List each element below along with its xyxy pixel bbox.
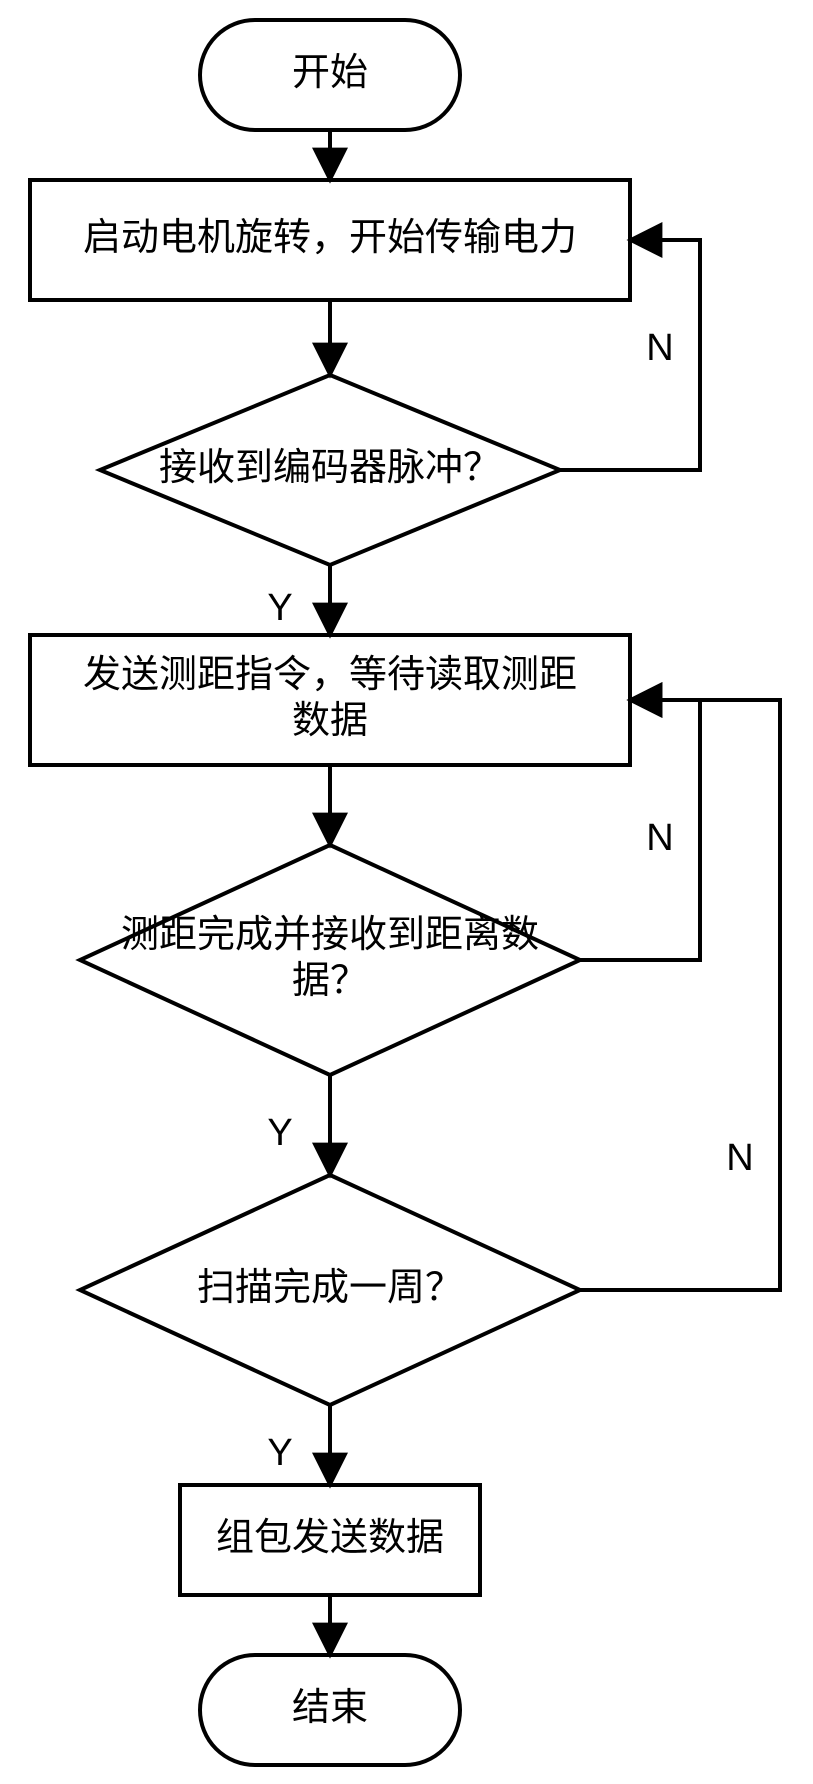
flowchart: 开始启动电机旋转，开始传输电力接收到编码器脉冲？ 发送测距指令，等待读取测距数据测… [0, 0, 813, 1784]
edge-8 [580, 700, 780, 1290]
node-start-text: 开始 [292, 52, 368, 94]
edge-6 [580, 700, 700, 960]
node-proc2-text: 发送测距指令，等待读取测距 [83, 654, 577, 696]
node-dec2-text: 据？ [292, 960, 368, 1002]
node-dec1-text: 接收到编码器脉冲？ [159, 447, 501, 489]
edge-label-7: Y [267, 1432, 292, 1474]
node-proc3-text: 组包发送数据 [216, 1517, 444, 1559]
node-proc2-text: 数据 [292, 700, 368, 742]
node-dec3-text: 扫描完成一周？ [197, 1267, 463, 1309]
node-proc1-text: 启动电机旋转，开始传输电力 [83, 217, 577, 259]
edge-label-6: N [646, 817, 673, 859]
node-dec2-text: 测距完成并接收到距离数 [121, 914, 539, 956]
edge-label-2: Y [267, 587, 292, 629]
node-end-text: 结束 [292, 1687, 368, 1729]
edge-label-8: N [726, 1137, 753, 1179]
edge-label-3: N [646, 327, 673, 369]
edge-label-5: Y [267, 1112, 292, 1154]
